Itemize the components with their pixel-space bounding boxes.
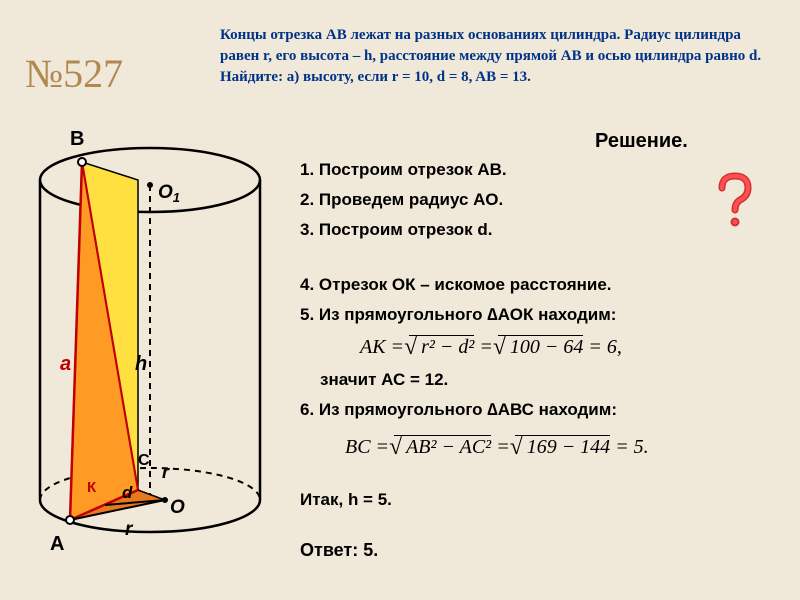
label-B: B xyxy=(70,128,84,150)
label-A: A xyxy=(50,533,64,555)
step-7: 6. Из прямоугольного ∆АВС находим: xyxy=(300,400,780,420)
label-O: O xyxy=(170,497,185,518)
step-5: 5. Из прямоугольного ∆АОК находим: xyxy=(300,305,780,325)
label-K: К xyxy=(87,479,97,496)
label-C: С xyxy=(138,452,150,469)
label-O1: O1 xyxy=(158,182,180,205)
bc-rhs: = 5. xyxy=(615,436,649,458)
solution-heading: Решение. xyxy=(595,130,688,153)
sqrt-2: 100 − 64 xyxy=(498,335,584,359)
problem-number: №527 xyxy=(25,50,123,97)
label-r: r xyxy=(125,519,134,540)
answer: Ответ: 5. xyxy=(300,540,378,561)
step-8: Итак, h = 5. xyxy=(300,490,780,510)
label-h: h xyxy=(135,353,147,375)
step-1: 1. Построим отрезок АВ. xyxy=(300,160,780,180)
cylinder-diagram: B A С К O O1 a h d r r xyxy=(10,120,280,570)
bc-lhs: BC = xyxy=(345,436,389,458)
label-d: d xyxy=(122,483,133,502)
step-4: 4. Отрезок ОК – искомое расстояние. xyxy=(300,275,780,295)
formula-ak: AK = r² − d² = 100 − 64 = 6, xyxy=(360,335,622,359)
sqrt-4: 169 − 144 xyxy=(515,435,611,459)
formula-bc: BC = AB² − AC² = 169 − 144 = 5. xyxy=(345,435,649,459)
step-6: значит АС = 12. xyxy=(320,370,800,390)
step-2: 2. Проведем радиус АО. xyxy=(300,190,780,210)
step-3: 3. Построим отрезок d. xyxy=(300,220,780,240)
ak-rhs: = 6, xyxy=(588,336,622,358)
sqrt-1: r² − d² xyxy=(409,335,474,359)
label-a: a xyxy=(60,353,71,375)
label-r2: r xyxy=(162,462,170,482)
ak-lhs: AK = xyxy=(360,336,404,358)
sqrt-3: AB² − AC² xyxy=(394,435,491,459)
problem-statement: Концы отрезка АВ лежат на разных основан… xyxy=(220,25,780,88)
